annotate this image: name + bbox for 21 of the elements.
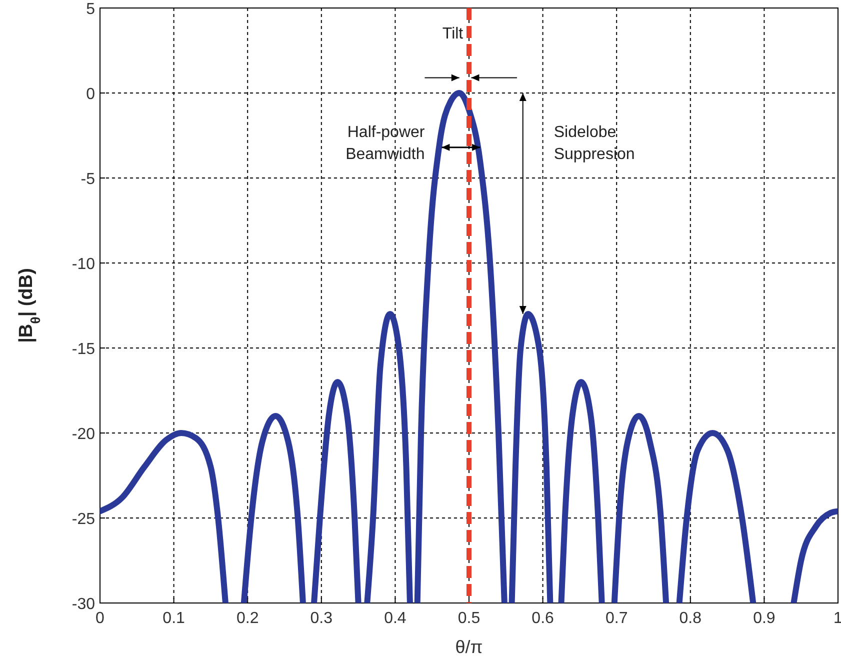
y-tick-label: -5 [80, 171, 96, 188]
x-tick-label: 0.5 [458, 610, 480, 627]
x-tick-label: 0.8 [679, 610, 702, 627]
annotation: Sidelobe Suppresion [554, 124, 635, 164]
y-tick-label: -10 [72, 256, 96, 273]
y-tick-label: -20 [72, 426, 96, 443]
x-tick-label: 0.7 [605, 610, 628, 627]
x-tick-label: 0.6 [532, 610, 554, 627]
x-tick-label: 0.4 [384, 610, 406, 627]
x-tick-label: 0.3 [310, 610, 333, 627]
x-tick-label: 0.1 [162, 610, 186, 627]
x-axis-title: θ/π [455, 637, 483, 657]
y-tick-label: 0 [86, 86, 96, 103]
y-tick-label: -15 [72, 341, 96, 358]
x-tick-label: 0.2 [236, 610, 259, 627]
y-tick-label: 5 [86, 1, 96, 18]
x-tick-label: 0.9 [753, 610, 776, 627]
y-tick-label: -30 [72, 596, 96, 613]
annotation: Tilt [442, 26, 464, 43]
annotation: Half-power Beamwidth [346, 124, 426, 164]
y-tick-label: -25 [72, 511, 96, 528]
